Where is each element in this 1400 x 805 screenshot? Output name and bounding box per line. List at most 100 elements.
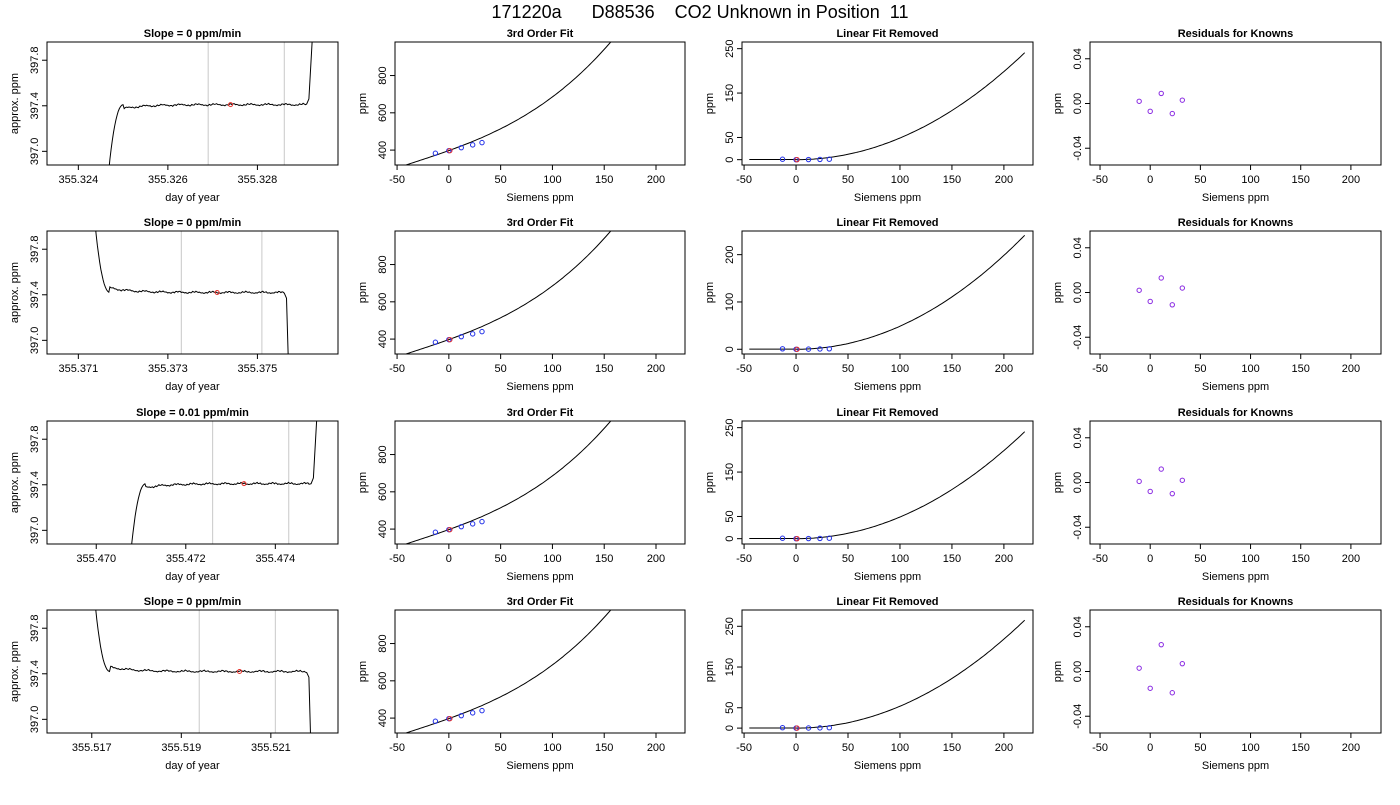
concentration-trace bbox=[131, 421, 318, 544]
residual-point bbox=[1147, 298, 1153, 305]
panel-title: 3rd Order Fit bbox=[507, 596, 574, 608]
panel-title: 3rd Order Fit bbox=[507, 217, 574, 229]
x-tick-label: 150 bbox=[1292, 363, 1310, 375]
standard-point bbox=[826, 346, 832, 352]
unknown-marker bbox=[237, 669, 243, 674]
panel-title: Linear Fit Removed bbox=[836, 28, 938, 40]
x-tick-label: 200 bbox=[995, 553, 1013, 565]
x-tick-label: 355.373 bbox=[148, 363, 188, 375]
panel-title: Slope = 0.01 ppm/min bbox=[136, 407, 249, 419]
y-tick-label: 397.4 bbox=[29, 92, 41, 120]
x-axis-label: Siemens ppm bbox=[1202, 192, 1269, 204]
x-tick-label: -50 bbox=[389, 553, 405, 565]
x-tick-label: 100 bbox=[891, 742, 909, 754]
standard-point bbox=[479, 328, 485, 335]
fit-curve bbox=[749, 52, 1026, 161]
x-tick-label: 150 bbox=[943, 553, 961, 565]
y-tick-label: 200 bbox=[724, 245, 736, 263]
x-tick-label: 50 bbox=[1194, 363, 1206, 375]
plot-content bbox=[108, 42, 313, 165]
x-tick-label: 100 bbox=[543, 363, 561, 375]
y-tick-label: 800 bbox=[377, 255, 389, 273]
residual-point bbox=[1158, 90, 1164, 97]
standard-point bbox=[826, 725, 832, 731]
x-tick-label: 50 bbox=[842, 174, 854, 186]
y-axis-label: ppm bbox=[704, 661, 716, 682]
plot-frame bbox=[1089, 41, 1382, 166]
y-tick-label: 50 bbox=[724, 702, 736, 714]
standard-point bbox=[817, 156, 823, 163]
x-tick-label: 100 bbox=[543, 742, 561, 754]
x-axis-label: Siemens ppm bbox=[506, 571, 573, 583]
residual-point bbox=[1169, 690, 1175, 696]
x-tick-label: 355.328 bbox=[238, 174, 278, 186]
plot-content bbox=[404, 231, 612, 354]
panel-title: Linear Fit Removed bbox=[836, 596, 938, 608]
residual-point bbox=[1136, 665, 1142, 671]
standard-point bbox=[805, 535, 812, 542]
panel-1-1: 3rd Order Fit -50 0 50 100 150 200 Siemens ppm 4… bbox=[357, 28, 686, 204]
x-tick-label: 200 bbox=[995, 742, 1013, 754]
x-tick-label: 50 bbox=[1194, 553, 1206, 565]
y-axis-label: approx. ppm bbox=[9, 452, 21, 513]
x-tick-label: 0 bbox=[793, 174, 799, 186]
plot-content bbox=[95, 610, 311, 733]
panel-2-2: Linear Fit Removed -50 0 50 100 150 200 Siemens… bbox=[704, 217, 1034, 393]
y-tick-label: 397.8 bbox=[29, 46, 41, 74]
standard-point bbox=[779, 156, 786, 162]
panel-4-3: Residuals for Knowns -50 0 50 100 150 200 Sieme… bbox=[1052, 596, 1382, 772]
panel-4-0: Slope = 0 ppm/min 355.517 355.519 355.521 da… bbox=[9, 596, 339, 772]
plot-frame bbox=[46, 609, 339, 734]
x-axis-label: day of year bbox=[165, 192, 220, 204]
residual-point bbox=[1147, 685, 1153, 691]
panel-title: Residuals for Knowns bbox=[1178, 217, 1294, 229]
y-tick-label: 250 bbox=[724, 39, 736, 57]
y-axis-label: ppm bbox=[357, 93, 369, 114]
y-tick-label: 0.00 bbox=[1072, 282, 1084, 303]
y-tick-label: 0.00 bbox=[1072, 661, 1084, 682]
panel-2-0: Slope = 0 ppm/min 355.371 355.373 355.375 da… bbox=[9, 217, 339, 393]
x-tick-label: 50 bbox=[495, 553, 507, 565]
y-axis-label: approx. ppm bbox=[9, 262, 21, 323]
standard-point bbox=[458, 333, 464, 340]
panel-1-0: Slope = 0 ppm/min 355.324 355.326 355.328 da… bbox=[9, 28, 339, 204]
x-tick-label: 100 bbox=[891, 174, 909, 186]
y-tick-label: 397.8 bbox=[29, 235, 41, 263]
x-tick-label: 150 bbox=[943, 742, 961, 754]
panel-3-2: Linear Fit Removed -50 0 50 100 150 200 Siemens… bbox=[704, 407, 1034, 583]
panel-3-0: Slope = 0.01 ppm/min 355.470 355.472 355.47… bbox=[9, 407, 339, 583]
standard-point bbox=[805, 156, 812, 163]
y-tick-label: 600 bbox=[377, 672, 389, 690]
x-tick-label: 0 bbox=[793, 742, 799, 754]
x-tick-label: 200 bbox=[1342, 174, 1360, 186]
plot-frame bbox=[741, 230, 1034, 355]
x-tick-label: 150 bbox=[943, 363, 961, 375]
x-tick-label: 100 bbox=[891, 363, 909, 375]
x-axis-label: day of year bbox=[165, 571, 220, 583]
x-tick-label: 200 bbox=[1342, 363, 1360, 375]
x-tick-label: 100 bbox=[1241, 363, 1259, 375]
y-tick-label: 600 bbox=[377, 293, 389, 311]
x-tick-label: 100 bbox=[543, 553, 561, 565]
y-tick-label: 0.04 bbox=[1072, 427, 1084, 448]
residual-point bbox=[1158, 275, 1164, 281]
x-axis-label: Siemens ppm bbox=[854, 760, 921, 772]
y-tick-label: 0.04 bbox=[1072, 237, 1084, 258]
x-tick-label: 0 bbox=[1147, 363, 1153, 375]
x-tick-label: -50 bbox=[1092, 553, 1108, 565]
x-axis-label: day of year bbox=[165, 381, 220, 393]
plot-frame bbox=[741, 420, 1034, 545]
plot-content bbox=[749, 234, 1026, 352]
y-tick-label: 150 bbox=[724, 463, 736, 481]
x-tick-label: 355.326 bbox=[148, 174, 188, 186]
y-tick-label: 0 bbox=[724, 536, 736, 542]
y-tick-label: 250 bbox=[724, 617, 736, 635]
x-tick-label: 50 bbox=[495, 174, 507, 186]
plot-frame bbox=[46, 41, 339, 166]
panel-2-3: Residuals for Knowns -50 0 50 100 150 200 Sieme… bbox=[1052, 217, 1382, 393]
standard-point bbox=[479, 707, 485, 714]
x-tick-label: 200 bbox=[647, 363, 665, 375]
panel-title: Slope = 0 ppm/min bbox=[144, 217, 242, 229]
